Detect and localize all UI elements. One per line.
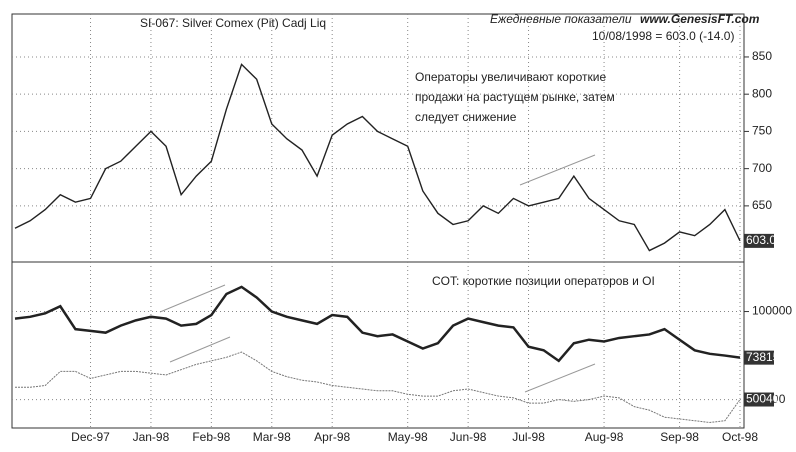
x-tick-label: Oct-98 — [722, 430, 758, 444]
last-value-box — [744, 392, 774, 407]
x-tick-label: Jul-98 — [512, 430, 545, 444]
quote: 10/08/1998 = 603.0 (-14.0) — [592, 29, 734, 43]
site: www.GenesisFT.com — [640, 12, 760, 26]
y-tick-label: 750 — [752, 124, 772, 138]
last-value-box — [744, 233, 774, 248]
last-value-label: 603.0 — [746, 233, 776, 247]
series-line — [15, 351, 741, 423]
x-tick-label: Sep-98 — [660, 430, 699, 444]
x-tick-label: Apr-98 — [314, 430, 350, 444]
series-line — [14, 285, 741, 363]
x-tick-label: Feb-98 — [192, 430, 230, 444]
trend-line — [159, 284, 226, 313]
y-tick-label: 100000 — [752, 304, 792, 318]
y-tick-label: 700 — [752, 161, 772, 175]
annotation: продажи на растущем рынке, затем — [415, 90, 615, 104]
x-tick-label: May-98 — [388, 430, 428, 444]
annotation: Операторы увеличивают короткие — [415, 70, 607, 84]
trend-line — [519, 154, 596, 186]
x-tick-label: Mar-98 — [253, 430, 291, 444]
x-tick-label: Jun-98 — [450, 430, 487, 444]
last-value-box — [744, 350, 774, 365]
x-tick-label: Jan-98 — [133, 430, 170, 444]
x-tick-label: Dec-97 — [71, 430, 110, 444]
trend-line — [524, 363, 596, 393]
y-tick-label: 800 — [752, 86, 772, 100]
last-value-label: 50040 — [746, 392, 780, 406]
last-value-label: 73815 — [746, 350, 780, 364]
y-tick-label: 650 — [752, 198, 772, 212]
subtitle: Ежедневные показатели — [490, 12, 632, 26]
series-line — [14, 63, 741, 252]
y-tick-label: 850 — [752, 49, 772, 63]
chart-title: SI-067: Silver Comex (Pit) Cadj Liq — [140, 16, 326, 30]
trend-line — [169, 336, 231, 363]
annotation: COT: короткие позиции операторов и OI — [432, 274, 655, 288]
annotation: следует снижение — [415, 110, 517, 124]
plot-frame — [11, 13, 745, 429]
x-tick-label: Aug-98 — [585, 430, 624, 444]
